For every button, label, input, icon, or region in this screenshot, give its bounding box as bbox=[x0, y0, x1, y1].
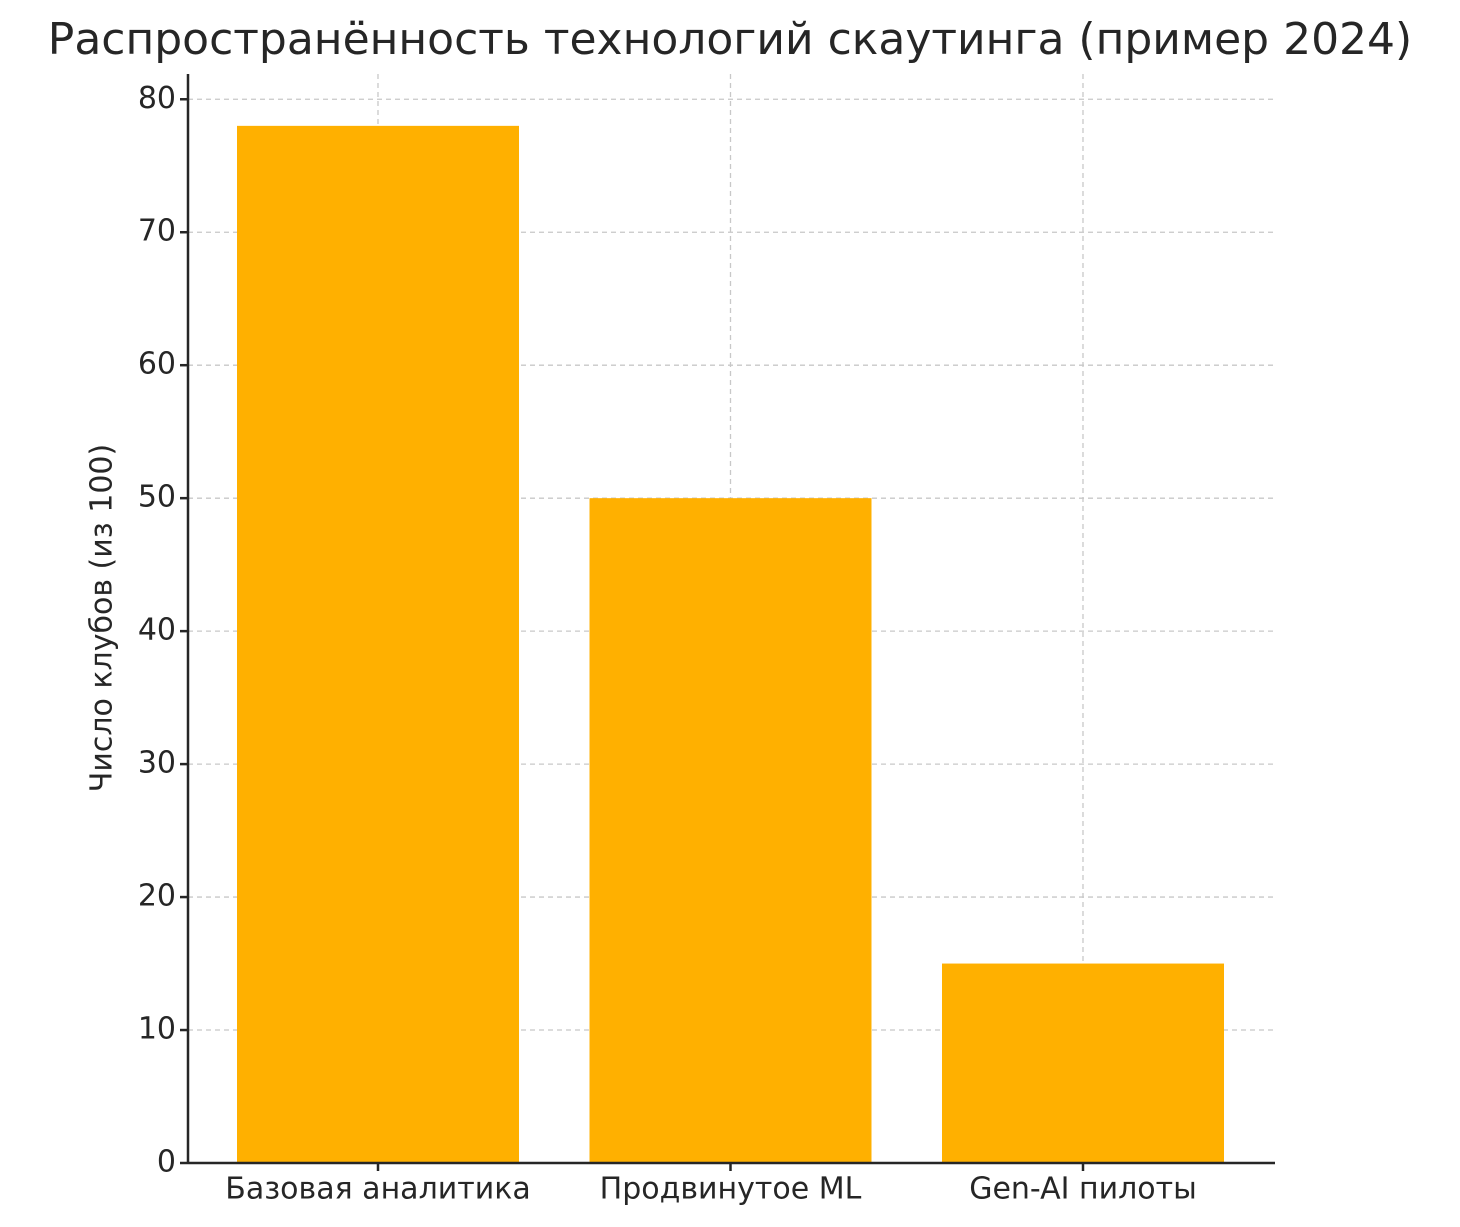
bar bbox=[237, 125, 519, 1163]
x-tick-label: Продвинутое ML bbox=[600, 1172, 862, 1207]
x-tick-label: Gen-AI пилоты bbox=[969, 1172, 1197, 1207]
chart-title: Распространённость технологий скаутинга … bbox=[48, 14, 1412, 65]
bar bbox=[589, 498, 872, 1164]
y-tick-label: 20 bbox=[138, 879, 176, 914]
y-axis-label: Число клубов (из 100) bbox=[85, 444, 120, 792]
bar bbox=[942, 963, 1224, 1163]
y-tick-label: 10 bbox=[138, 1012, 176, 1047]
y-tick-label: 70 bbox=[138, 214, 176, 249]
y-tick-label: 40 bbox=[138, 613, 176, 648]
y-tick-label: 60 bbox=[138, 347, 176, 382]
y-tick-label: 50 bbox=[138, 480, 176, 515]
y-tick-label: 0 bbox=[157, 1145, 176, 1180]
y-tick-label: 80 bbox=[138, 81, 176, 116]
x-tick-label: Базовая аналитика bbox=[225, 1172, 530, 1207]
y-tick-label: 30 bbox=[138, 746, 176, 781]
